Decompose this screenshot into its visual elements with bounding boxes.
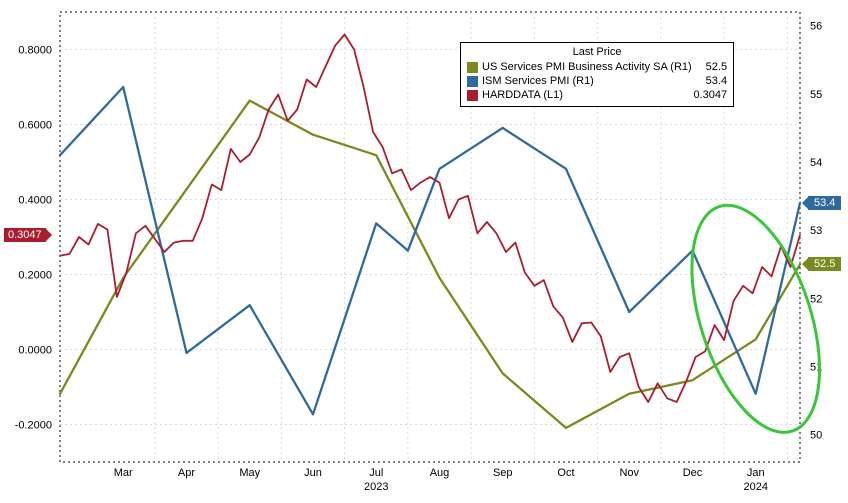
x-sub-label: 2023 (364, 481, 388, 493)
x-tick-label: Oct (557, 467, 574, 479)
legend-label: US Services PMI Business Activity SA (R1… (482, 60, 692, 74)
y-right-tick-label: 56 (810, 21, 822, 33)
x-tick-label: Apr (178, 467, 195, 479)
series-ism_services_pmi (60, 87, 800, 414)
legend-value: 0.3047 (683, 88, 727, 102)
y-left-tick-label: 0.6000 (18, 120, 52, 132)
y-right-tick-label: 55 (810, 89, 822, 101)
y-left-tick-label: 0.4000 (18, 195, 52, 207)
legend-row-ism_services_pmi: ISM Services PMI (R1) 53.4 (467, 74, 727, 88)
x-tick-label: Jan (747, 467, 765, 479)
legend-swatch (467, 90, 478, 101)
legend-swatch (467, 62, 478, 73)
y-left-tick-label: 0.8000 (18, 45, 52, 57)
y-left-tick-label: 0.0000 (18, 345, 52, 357)
x-sub-label: 2024 (743, 481, 767, 493)
y-right-tick-label: 54 (810, 157, 822, 169)
pmi-harddata-chart: -0.2000 0.0000 0.2000 0.4000 0.6000 0.8000 50 5… (0, 0, 848, 503)
y-right-tick-label: 53 (810, 225, 822, 237)
legend-value: 53.4 (696, 74, 727, 88)
left-axis-callout: 0.3047 (4, 228, 46, 242)
legend-row-harddata: HARDDATA (L1) 0.3047 (467, 88, 727, 102)
x-tick-label: Dec (683, 467, 703, 479)
series-us_services_pmi (60, 101, 800, 428)
right-axis-callout-us_services_pmi: 52.5 (808, 257, 841, 271)
x-tick-label: Aug (430, 467, 450, 479)
x-tick-label: Jul (369, 467, 383, 479)
x-tick-label: Jun (304, 467, 322, 479)
x-tick-label: Mar (114, 467, 133, 479)
y-right-tick-label: 50 (810, 430, 822, 442)
x-tick-label: Sep (493, 467, 513, 479)
y-left-tick-label: 0.2000 (18, 270, 52, 282)
legend-row-us_services_pmi: US Services PMI Business Activity SA (R1… (467, 60, 727, 74)
y-left-tick-label: -0.2000 (15, 420, 52, 432)
legend-value: 52.5 (696, 60, 727, 74)
x-tick-label: Nov (619, 467, 639, 479)
legend-title: Last Price (467, 45, 727, 60)
y-right-tick-label: 52 (810, 293, 822, 305)
x-tick-label: May (239, 467, 260, 479)
legend-swatch (467, 76, 478, 87)
legend: Last Price US Services PMI Business Acti… (460, 42, 734, 107)
legend-label: HARDDATA (L1) (482, 88, 679, 102)
right-axis-callout-ism_services_pmi: 53.4 (808, 196, 841, 210)
legend-label: ISM Services PMI (R1) (482, 74, 692, 88)
